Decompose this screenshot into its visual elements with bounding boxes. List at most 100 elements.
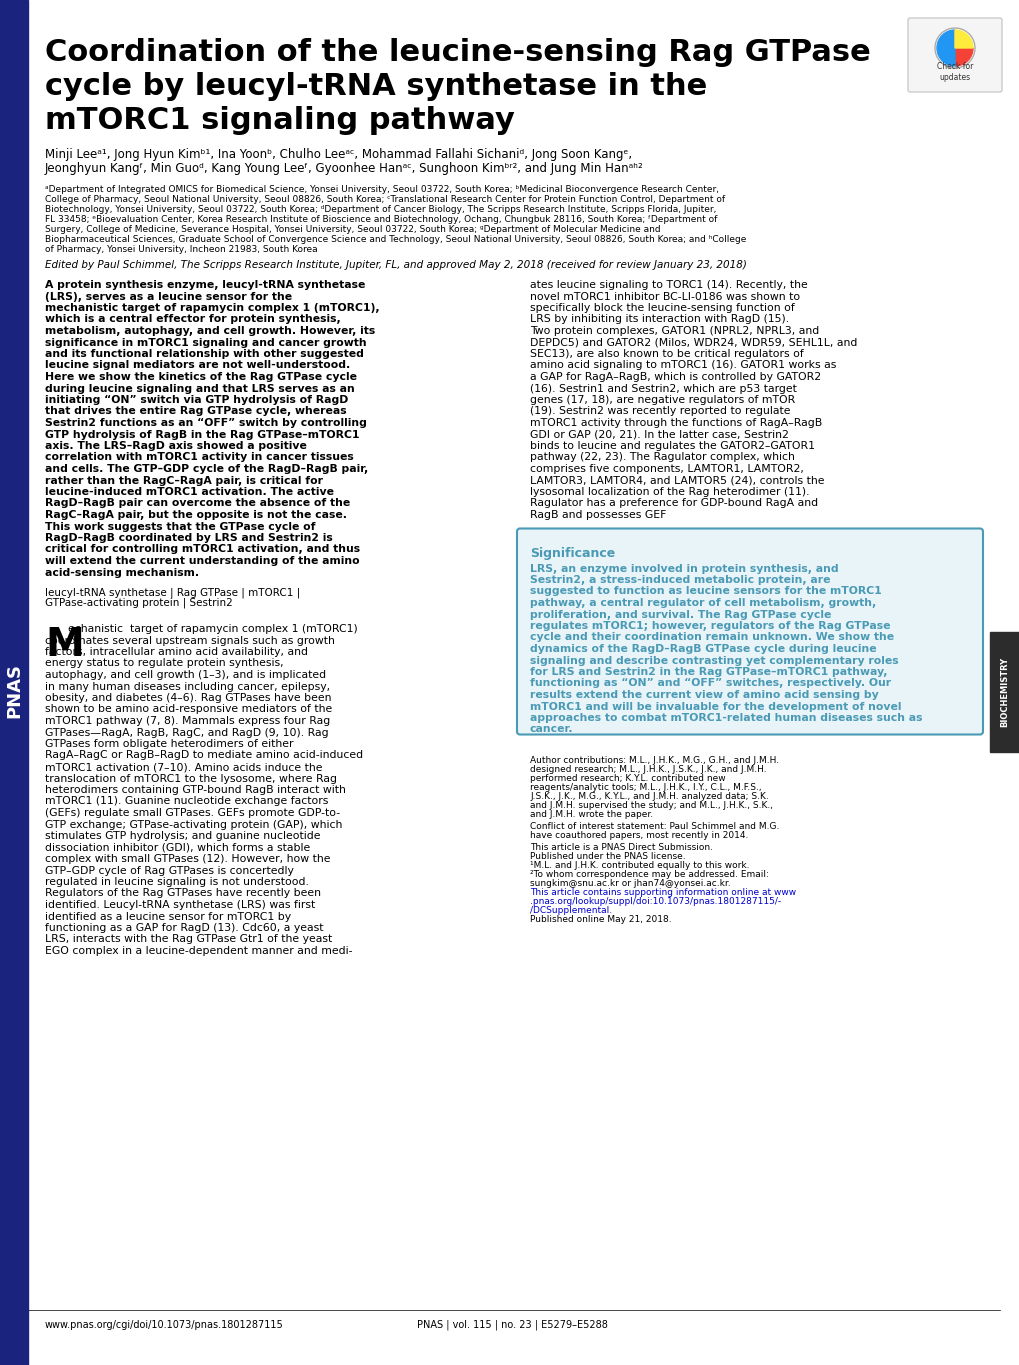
Text: Sestrin2 functions as an “OFF” switch by controlling: Sestrin2 functions as an “OFF” switch by…: [45, 418, 367, 429]
Text: and J.M.H. supervised the study; and M.L., J.H.K., S.K.,: and J.M.H. supervised the study; and M.L…: [530, 801, 772, 809]
Text: BIOCHEMISTRY: BIOCHEMISTRY: [1000, 657, 1009, 726]
Text: Edited by Paul Schimmel, The Scripps Research Institute, Jupiter, FL, and approv: Edited by Paul Schimmel, The Scripps Res…: [45, 259, 746, 270]
Text: cancer.: cancer.: [530, 725, 573, 734]
Text: EGO complex in a leucine-dependent manner and medi-: EGO complex in a leucine-dependent manne…: [45, 946, 353, 956]
Text: LRS, an enzyme involved in protein synthesis, and: LRS, an enzyme involved in protein synth…: [530, 564, 838, 573]
Text: J.S.K., J.K., M.G., K.Y.L., and J.M.H. analyzed data; S.K.: J.S.K., J.K., M.G., K.Y.L., and J.M.H. a…: [530, 792, 768, 801]
Text: complex with small GTPases (12). However, how the: complex with small GTPases (12). However…: [45, 854, 330, 864]
Text: mTORC1 activity through the functions of RagA–RagB: mTORC1 activity through the functions of…: [530, 418, 821, 429]
Text: mTORC1 signaling pathway: mTORC1 signaling pathway: [45, 106, 515, 135]
Wedge shape: [936, 30, 954, 66]
Text: leucine-induced mTORC1 activation. The active: leucine-induced mTORC1 activation. The a…: [45, 487, 333, 497]
Text: SEC13), are also known to be critical regulators of: SEC13), are also known to be critical re…: [530, 349, 803, 359]
Text: A protein synthesis enzyme, leucyl-tRNA synthetase: A protein synthesis enzyme, leucyl-tRNA …: [45, 280, 365, 289]
Text: mTORC1 (11). Guanine nucleotide exchange factors: mTORC1 (11). Guanine nucleotide exchange…: [45, 797, 328, 807]
Text: dynamics of the RagD–RagB GTPase cycle during leucine: dynamics of the RagD–RagB GTPase cycle d…: [530, 644, 875, 654]
Text: ²To whom correspondence may be addressed. Email:: ²To whom correspondence may be addressed…: [530, 870, 768, 879]
Wedge shape: [954, 30, 972, 48]
Text: This work suggests that the GTPase cycle of: This work suggests that the GTPase cycle…: [45, 521, 315, 531]
Text: functioning as a GAP for RagD (13). Cdc60, a yeast: functioning as a GAP for RagD (13). Cdc6…: [45, 923, 323, 934]
Text: ates leucine signaling to TORC1 (14). Recently, the: ates leucine signaling to TORC1 (14). Re…: [530, 280, 807, 289]
FancyBboxPatch shape: [907, 18, 1001, 91]
Text: M: M: [45, 627, 84, 663]
Text: of Pharmacy, Yonsei University, Incheon 21983, South Korea: of Pharmacy, Yonsei University, Incheon …: [45, 244, 317, 254]
Text: metabolism, autophagy, and cell growth. However, its: metabolism, autophagy, and cell growth. …: [45, 326, 375, 336]
Text: echanistic  target of rapamycin complex 1 (mTORC1): echanistic target of rapamycin complex 1…: [68, 624, 358, 633]
Text: (LRS), serves as a leucine sensor for the: (LRS), serves as a leucine sensor for th…: [45, 292, 291, 302]
Text: critical for controlling mTORC1 activation, and thus: critical for controlling mTORC1 activati…: [45, 545, 360, 554]
Text: acid-sensing mechanism.: acid-sensing mechanism.: [45, 568, 199, 577]
Text: heterodimers containing GTP-bound RagB interact with: heterodimers containing GTP-bound RagB i…: [45, 785, 345, 794]
Text: pathway, a central regulator of cell metabolism, growth,: pathway, a central regulator of cell met…: [530, 598, 875, 607]
Text: (16). Sestrin1 and Sestrin2, which are p53 target: (16). Sestrin1 and Sestrin2, which are p…: [530, 384, 796, 393]
Text: will extend the current understanding of the amino: will extend the current understanding of…: [45, 556, 360, 566]
Text: cycle by leucyl-tRNA synthetase in the: cycle by leucyl-tRNA synthetase in the: [45, 72, 706, 101]
Text: regulated in leucine signaling is not understood.: regulated in leucine signaling is not un…: [45, 876, 309, 887]
Text: identified. Leucyl-tRNA synthetase (LRS) was first: identified. Leucyl-tRNA synthetase (LRS)…: [45, 900, 315, 910]
Text: factors, intracellular amino acid availability, and: factors, intracellular amino acid availa…: [45, 647, 308, 657]
Text: and cells. The GTP–GDP cycle of the RagD–RagB pair,: and cells. The GTP–GDP cycle of the RagD…: [45, 464, 368, 474]
Text: and its functional relationship with other suggested: and its functional relationship with oth…: [45, 349, 364, 359]
Text: obesity, and diabetes (4–6). Rag GTPases have been: obesity, and diabetes (4–6). Rag GTPases…: [45, 693, 331, 703]
Text: ᵃDepartment of Integrated OMICS for Biomedical Science, Yonsei University, Seoul: ᵃDepartment of Integrated OMICS for Biom…: [45, 186, 718, 194]
Text: FL 33458; ᵉBioevaluation Center, Korea Research Institute of Bioscience and Biot: FL 33458; ᵉBioevaluation Center, Korea R…: [45, 216, 716, 224]
Text: functioning as “ON” and “OFF” switches, respectively. Our: functioning as “ON” and “OFF” switches, …: [530, 678, 891, 688]
Text: /DCSupplemental.: /DCSupplemental.: [530, 906, 611, 915]
Text: ¹M.L. and J.H.K. contributed equally to this work.: ¹M.L. and J.H.K. contributed equally to …: [530, 861, 749, 870]
Text: PNAS | vol. 115 | no. 23 | E5279–E5288: PNAS | vol. 115 | no. 23 | E5279–E5288: [416, 1320, 607, 1331]
Text: cycle and their coordination remain unknown. We show the: cycle and their coordination remain unkn…: [530, 632, 894, 643]
Text: dissociation inhibitor (GDI), which forms a stable: dissociation inhibitor (GDI), which form…: [45, 842, 310, 853]
Text: have coauthored papers, most recently in 2014.: have coauthored papers, most recently in…: [530, 831, 748, 839]
Text: novel mTORC1 inhibitor BC-LI-0186 was shown to: novel mTORC1 inhibitor BC-LI-0186 was sh…: [530, 292, 799, 302]
Text: Minji Leeᵃ¹, Jong Hyun Kimᵇ¹, Ina Yoonᵇ, Chulho Leeᵃᶜ, Mohammad Fallahi Sichaniᵈ: Minji Leeᵃ¹, Jong Hyun Kimᵇ¹, Ina Yoonᵇ,…: [45, 147, 632, 161]
Text: mTORC1 and will be invaluable for the development of novel: mTORC1 and will be invaluable for the de…: [530, 702, 901, 711]
Text: .pnas.org/lookup/suppl/doi:10.1073/pnas.1801287115/-: .pnas.org/lookup/suppl/doi:10.1073/pnas.…: [530, 897, 781, 906]
Text: Surgery, College of Medicine, Severance Hospital, Yonsei University, Seoul 03722: Surgery, College of Medicine, Severance …: [45, 225, 660, 233]
Bar: [989, 632, 1019, 752]
Text: LAMTOR3, LAMTOR4, and LAMTOR5 (24), controls the: LAMTOR3, LAMTOR4, and LAMTOR5 (24), cont…: [530, 475, 823, 486]
Bar: [0, 0, 28, 1365]
Text: comprises five components, LAMTOR1, LAMTOR2,: comprises five components, LAMTOR1, LAMT…: [530, 464, 803, 474]
Text: Check for
updates: Check for updates: [935, 63, 972, 82]
Text: specifically block the leucine-sensing function of: specifically block the leucine-sensing f…: [530, 303, 794, 313]
Text: LRS by inhibiting its interaction with RagD (15).: LRS by inhibiting its interaction with R…: [530, 314, 789, 325]
Text: for LRS and Sestrin2 in the Rag GTPase–mTORC1 pathway,: for LRS and Sestrin2 in the Rag GTPase–m…: [530, 667, 887, 677]
Text: GDI or GAP (20, 21). In the latter case, Sestrin2: GDI or GAP (20, 21). In the latter case,…: [530, 430, 788, 440]
Text: axis. The LRS–RagD axis showed a positive: axis. The LRS–RagD axis showed a positiv…: [45, 441, 307, 450]
Text: RagC–RagA pair, but the opposite is not the case.: RagC–RagA pair, but the opposite is not …: [45, 511, 346, 520]
Text: Coordination of the leucine-sensing Rag GTPase: Coordination of the leucine-sensing Rag …: [45, 38, 870, 67]
Text: a GAP for RagA–RagB, which is controlled by GATOR2: a GAP for RagA–RagB, which is controlled…: [530, 373, 820, 382]
Text: mTORC1 activation (7–10). Amino acids induce the: mTORC1 activation (7–10). Amino acids in…: [45, 762, 322, 773]
Text: GTP hydrolysis of RagB in the Rag GTPase–mTORC1: GTP hydrolysis of RagB in the Rag GTPase…: [45, 430, 359, 440]
Text: amino acid signaling to mTORC1 (16). GATOR1 works as: amino acid signaling to mTORC1 (16). GAT…: [530, 360, 836, 370]
Text: lysosomal localization of the Rag heterodimer (11).: lysosomal localization of the Rag hetero…: [530, 487, 809, 497]
Text: during leucine signaling and that LRS serves as an: during leucine signaling and that LRS se…: [45, 384, 355, 393]
Text: autophagy, and cell growth (1–3), and is implicated: autophagy, and cell growth (1–3), and is…: [45, 670, 326, 680]
Circle shape: [934, 29, 974, 68]
Text: RagA–RagC or RagB–RagD to mediate amino acid-induced: RagA–RagC or RagB–RagD to mediate amino …: [45, 751, 363, 760]
Text: mechanistic target of rapamycin complex 1 (mTORC1),: mechanistic target of rapamycin complex …: [45, 303, 379, 313]
Text: binds to leucine and regulates the GATOR2–GATOR1: binds to leucine and regulates the GATOR…: [530, 441, 814, 450]
Text: reagents/analytic tools; M.L., J.H.K., I.Y., C.L., M.F.S.,: reagents/analytic tools; M.L., J.H.K., I…: [530, 784, 761, 792]
Text: in many human diseases including cancer, epilepsy,: in many human diseases including cancer,…: [45, 681, 330, 692]
Text: GTPase-activating protein | Sestrin2: GTPase-activating protein | Sestrin2: [45, 598, 232, 609]
Text: energy status to regulate protein synthesis,: energy status to regulate protein synthe…: [45, 658, 283, 669]
Text: proliferation, and survival. The Rag GTPase cycle: proliferation, and survival. The Rag GTP…: [530, 610, 830, 620]
Text: suggested to function as leucine sensors for the mTORC1: suggested to function as leucine sensors…: [530, 587, 880, 597]
Text: Regulators of the Rag GTPases have recently been: Regulators of the Rag GTPases have recen…: [45, 889, 321, 898]
Text: leucine signal mediators are not well-understood.: leucine signal mediators are not well-un…: [45, 360, 350, 370]
Text: identified as a leucine sensor for mTORC1 by: identified as a leucine sensor for mTORC…: [45, 912, 290, 921]
Text: This article is a PNAS Direct Submission.: This article is a PNAS Direct Submission…: [530, 844, 712, 852]
Text: translocation of mTORC1 to the lysosome, where Rag: translocation of mTORC1 to the lysosome,…: [45, 774, 336, 784]
Text: approaches to combat mTORC1-related human diseases such as: approaches to combat mTORC1-related huma…: [530, 713, 921, 723]
Text: coordinates several upstream signals such as growth: coordinates several upstream signals suc…: [45, 636, 334, 646]
Text: GTPases form obligate heterodimers of either: GTPases form obligate heterodimers of ei…: [45, 738, 293, 749]
Text: GTP exchange; GTPase-activating protein (GAP), which: GTP exchange; GTPase-activating protein …: [45, 819, 342, 830]
Text: correlation with mTORC1 activity in cancer tissues: correlation with mTORC1 activity in canc…: [45, 453, 354, 463]
Text: designed research; M.L., J.H.K., J.S.K., J.K., and J.M.H.: designed research; M.L., J.H.K., J.S.K.,…: [530, 764, 766, 774]
Text: rather than the RagC–RagA pair, is critical for: rather than the RagC–RagA pair, is criti…: [45, 475, 323, 486]
Text: Biopharmaceutical Sciences, Graduate School of Convergence Science and Technolog: Biopharmaceutical Sciences, Graduate Sch…: [45, 235, 746, 244]
Text: GTPases—RagA, RagB, RagC, and RagD (9, 10). Rag: GTPases—RagA, RagB, RagC, and RagD (9, 1…: [45, 728, 328, 737]
Text: Biotechnology, Yonsei University, Seoul 03722, South Korea; ᵈDepartment of Cance: Biotechnology, Yonsei University, Seoul …: [45, 205, 715, 214]
Text: Published online May 21, 2018.: Published online May 21, 2018.: [530, 915, 671, 924]
